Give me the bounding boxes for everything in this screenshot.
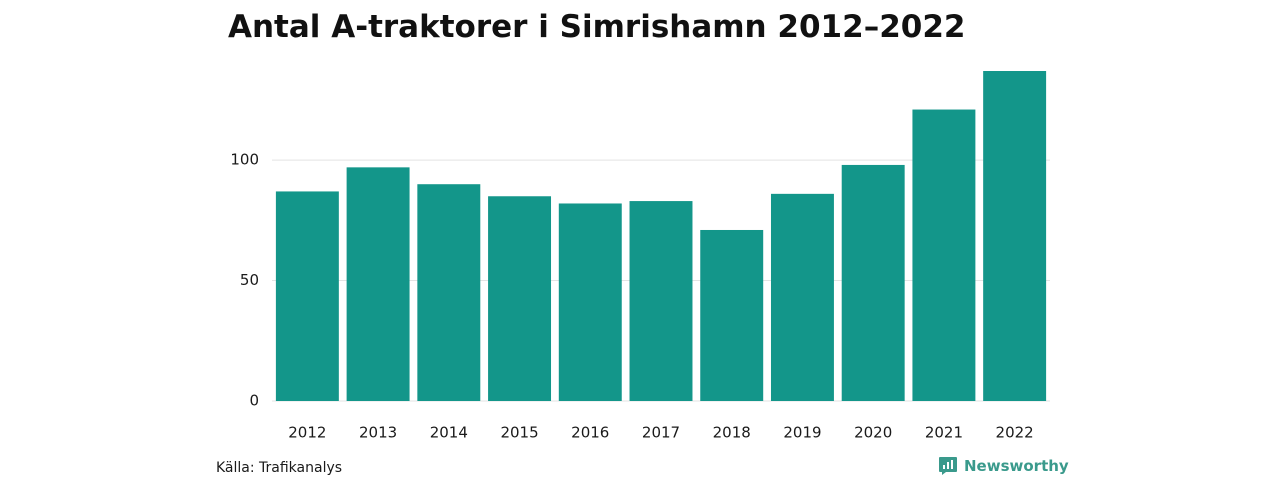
chart-title: Antal A-traktorer i Simrishamn 2012–2022 bbox=[228, 9, 966, 45]
y-tick-label: 50 bbox=[240, 271, 259, 289]
bar-2014 bbox=[417, 184, 481, 401]
bar-2018 bbox=[700, 229, 764, 401]
x-tick-label: 2012 bbox=[288, 424, 326, 442]
x-tick-label: 2021 bbox=[925, 424, 963, 442]
x-tick-label: 2017 bbox=[642, 424, 680, 442]
x-tick-label: 2019 bbox=[783, 424, 821, 442]
bar-2019 bbox=[770, 193, 834, 401]
source-note: Källa: Trafikanalys bbox=[216, 460, 343, 476]
bar-2017 bbox=[629, 201, 693, 401]
bar-2016 bbox=[558, 203, 622, 401]
brand-logo: Newsworthy bbox=[938, 456, 1069, 476]
bars bbox=[275, 71, 1047, 401]
x-tick-label: 2018 bbox=[713, 424, 751, 442]
bar-2013 bbox=[346, 167, 410, 401]
x-tick-label: 2020 bbox=[854, 424, 892, 442]
bar-2020 bbox=[841, 164, 905, 401]
bar-2021 bbox=[912, 109, 976, 401]
y-tick-label: 0 bbox=[249, 392, 259, 410]
brand-name: Newsworthy bbox=[964, 457, 1069, 475]
y-tick-label: 100 bbox=[230, 151, 259, 169]
x-axis-ticks: 2012 2013 2014 2015 2016 2017 2018 2019 2020 2021… bbox=[288, 424, 1033, 442]
x-tick-label: 2016 bbox=[571, 424, 609, 442]
bar-2012 bbox=[275, 191, 339, 401]
x-tick-label: 2015 bbox=[500, 424, 538, 442]
x-tick-label: 2022 bbox=[996, 424, 1034, 442]
x-tick-label: 2014 bbox=[430, 424, 468, 442]
x-tick-label: 2013 bbox=[359, 424, 397, 442]
bar-2015 bbox=[488, 196, 552, 401]
bar-chart-bubble-icon bbox=[939, 457, 957, 475]
y-axis-ticks: 0 50 100 bbox=[230, 151, 259, 410]
bar-2022 bbox=[983, 71, 1047, 401]
